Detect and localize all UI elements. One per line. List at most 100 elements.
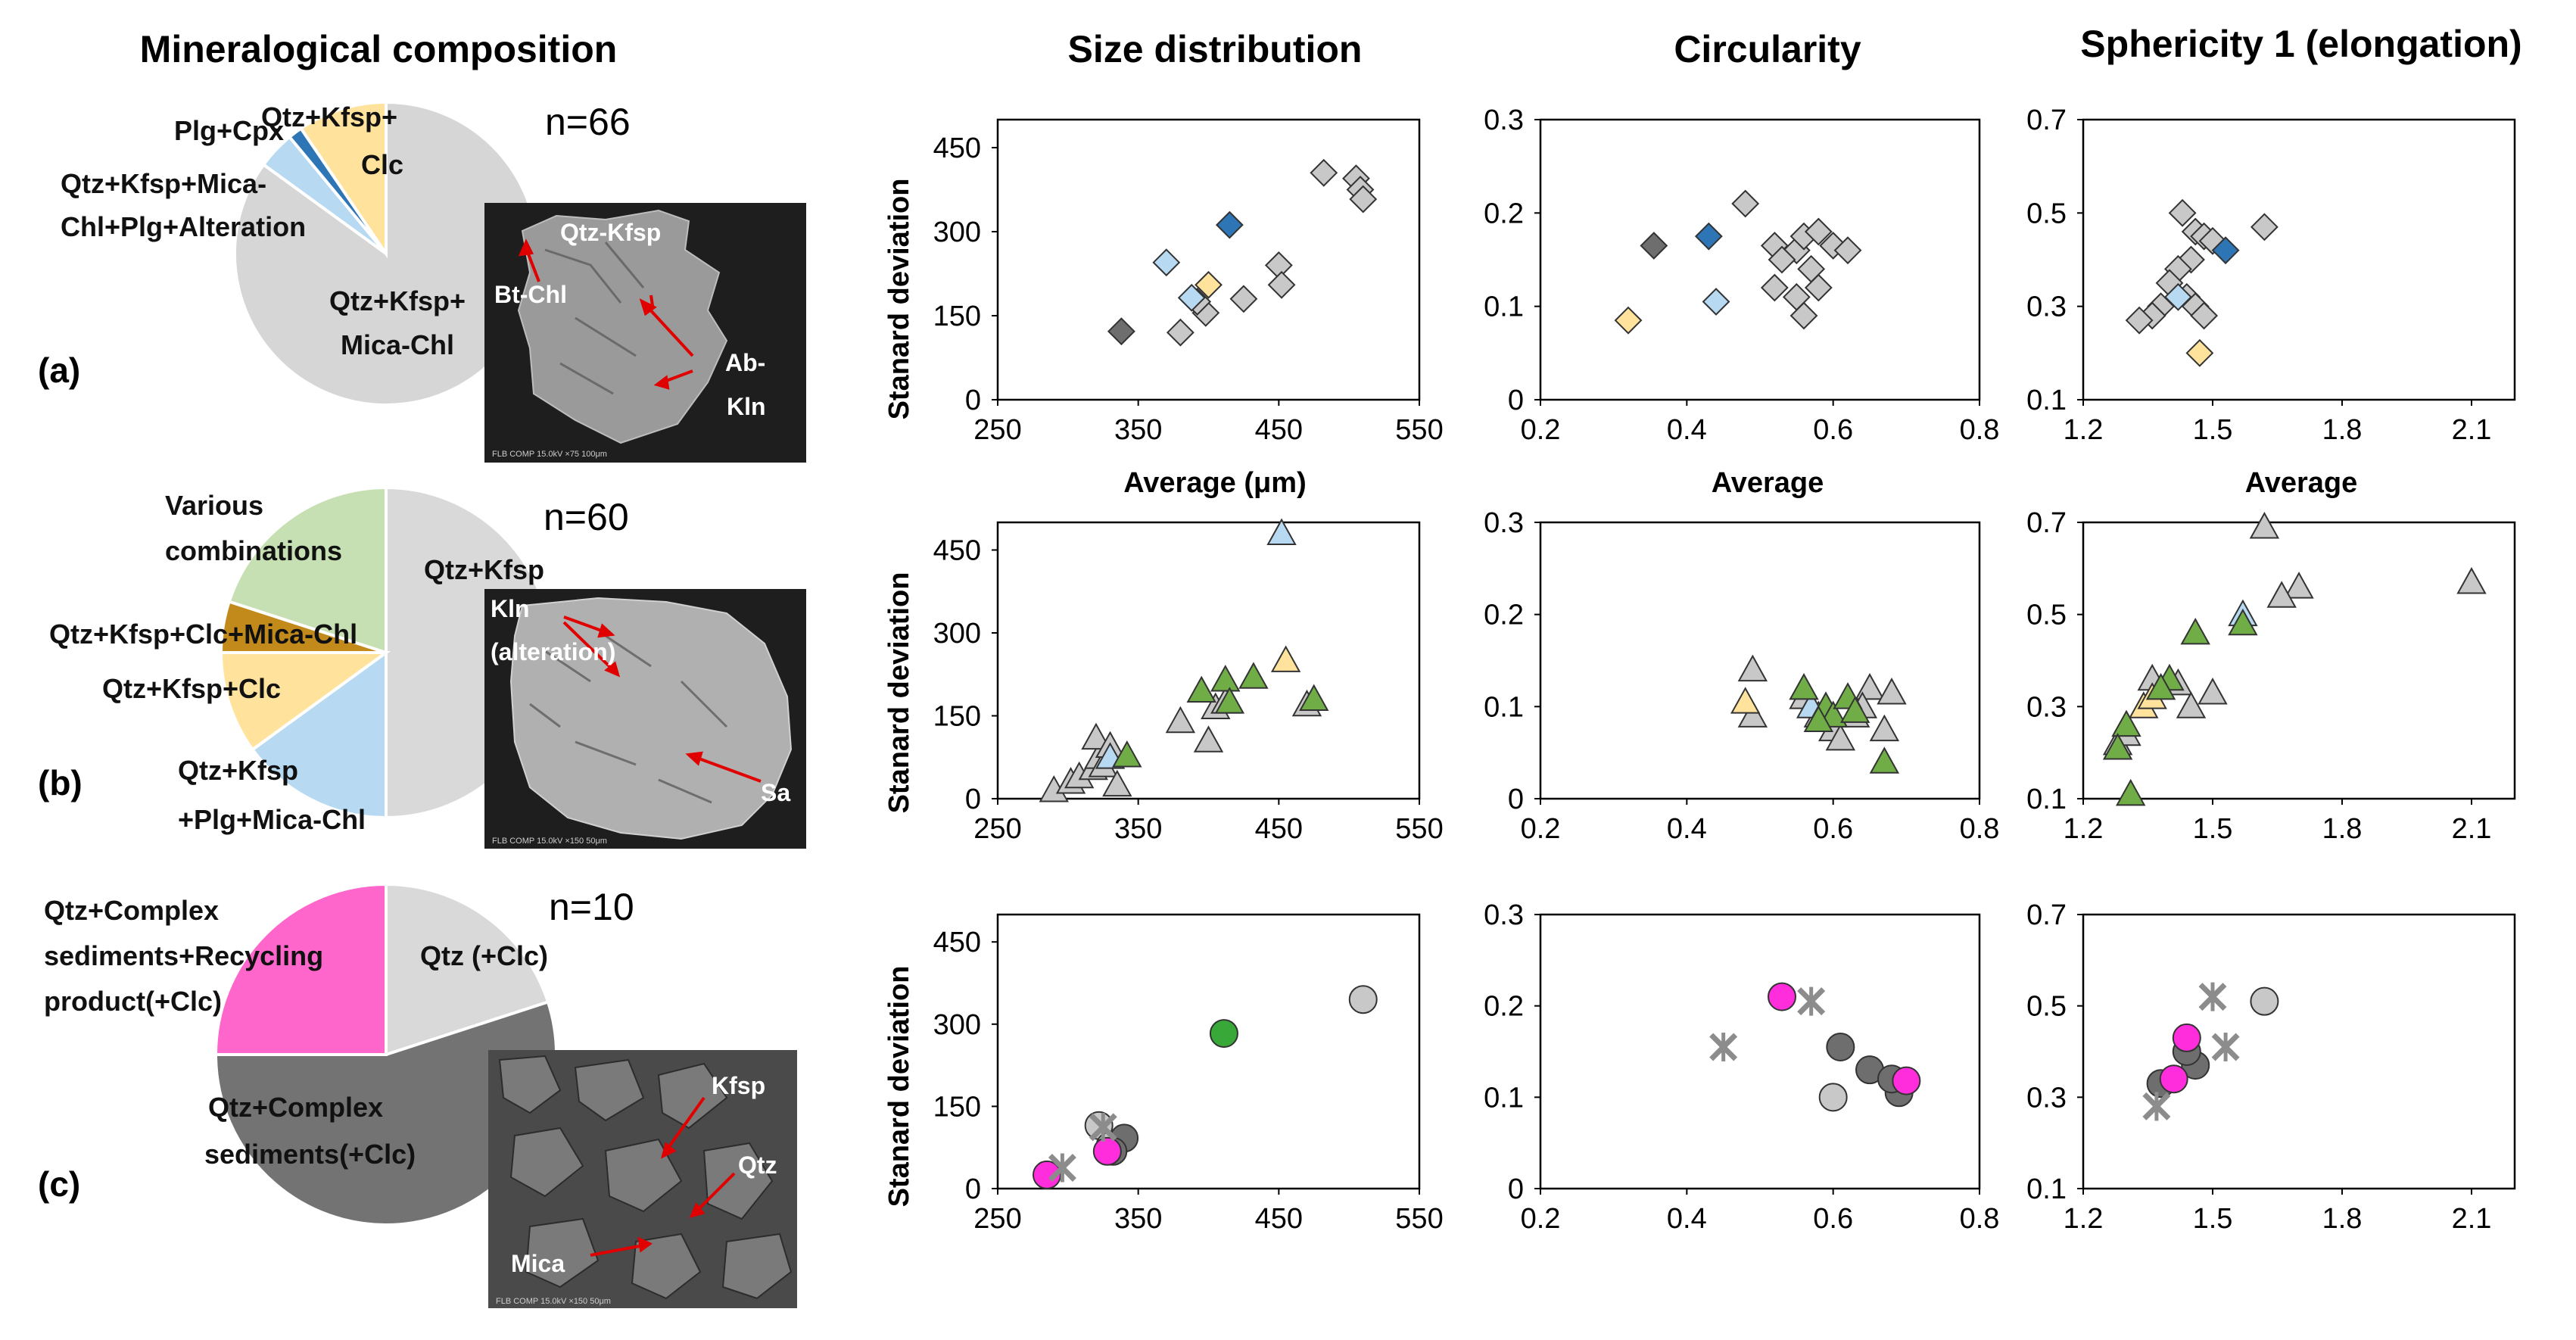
y-tick-label: 0.5 <box>2026 198 2067 229</box>
pie-a-label-3b: Mica-Chl <box>341 329 454 360</box>
x-tick-label: 1.5 <box>2193 1203 2233 1235</box>
pie-b-label-0b: combinations <box>165 535 342 566</box>
data-point-triangle <box>1214 687 1245 714</box>
x-tick-label: 1.8 <box>2322 1203 2363 1235</box>
data-point-diamond <box>1789 301 1818 330</box>
micro-a-label-kln: Kln <box>727 393 766 420</box>
data-point-triangle <box>1102 769 1132 797</box>
x-tick-label: 550 <box>1395 1203 1443 1235</box>
micrograph-c-grains <box>498 1055 793 1300</box>
data-point-triangle <box>2145 672 2176 700</box>
x-tick-label: 1.2 <box>2064 813 2104 845</box>
micrograph-b-arrows <box>562 615 762 783</box>
row-label-a: (a) <box>38 351 80 390</box>
data-point-cross <box>2198 982 2227 1011</box>
x-tick-label: 0.2 <box>1521 813 1561 845</box>
x-tick-label: 1.5 <box>2193 813 2233 845</box>
pie-a-label-2a: Qtz+Kfsp+Mica- <box>61 168 266 199</box>
data-point-diamond <box>1229 285 1258 313</box>
micrograph-b-grain <box>509 597 793 840</box>
y-tick-label: 0.2 <box>1484 198 1524 229</box>
data-point-circle <box>1892 1066 1921 1095</box>
y-tick-label: 150 <box>933 301 981 332</box>
y-tick-label: 0 <box>1508 1173 1524 1205</box>
data-point-circle <box>2250 986 2279 1016</box>
pie-slice <box>250 650 388 820</box>
pie-c-label-0b: sediments+Recycling <box>44 940 323 971</box>
y-tick-label: 0.2 <box>1484 991 1524 1023</box>
data-point-triangle <box>1210 664 1241 692</box>
micro-a-label-ab: Ab- <box>725 349 765 376</box>
plot-frame <box>2082 521 2516 800</box>
data-point-triangle <box>1737 654 1768 682</box>
data-point-triangle <box>1186 675 1216 703</box>
plot-a-sph: 1.2 1.5 1.8 2.1 0.1 0.3 0.5 0.7 <box>2026 104 2516 446</box>
data-point-diamond <box>1215 210 1244 239</box>
x-tick-label: 250 <box>973 813 1021 845</box>
data-point-diamond <box>2185 338 2214 367</box>
row-label-b: (b) <box>38 763 83 802</box>
pie-slice <box>385 882 550 1057</box>
x-tick-label: 350 <box>1114 1203 1162 1235</box>
data-point-triangle <box>1825 723 1856 751</box>
x-tick-label: 2.1 <box>2452 1203 2492 1235</box>
data-point-triangle <box>2284 572 2314 599</box>
y-tick-label: 0.1 <box>2026 1173 2067 1205</box>
data-point-diamond <box>2125 306 2154 335</box>
data-point-triangle <box>2266 581 2297 608</box>
micro-a-label-qtzkfsp: Qtz-Kfsp <box>560 219 661 246</box>
micro-b-footer: FLB COMP 15.0kV ×150 50μm <box>492 837 607 846</box>
n-count-b: n=60 <box>544 496 629 538</box>
micro-c-footer: FLB COMP 15.0kV ×150 50μm <box>496 1297 611 1306</box>
data-point-triangle <box>1730 687 1761 714</box>
y-tick-label: 150 <box>933 1091 981 1123</box>
y-tick-label: 0.2 <box>1484 600 1524 631</box>
x-tick-label: 450 <box>1255 414 1303 446</box>
header-mineral: Mineralogical composition <box>140 28 618 70</box>
y-tick-label: 450 <box>933 535 981 567</box>
data-point-diamond <box>2163 282 2192 311</box>
x-tick-label: 1.5 <box>2193 414 2233 446</box>
micro-a-footer: FLB COMP 15.0kV ×75 100μm <box>492 450 607 459</box>
x-tick-label: 1.2 <box>2064 414 2104 446</box>
data-point-diamond <box>1731 189 1760 218</box>
ylabel-a: Stanard deviation <box>883 179 915 420</box>
y-tick-label: 0.3 <box>1484 104 1524 136</box>
pie-b-label-4a: Qtz+Kfsp <box>178 755 298 786</box>
data-point-triangle <box>2176 691 2207 718</box>
pie-a-label-0b: Clc <box>361 149 403 180</box>
micro-b-label-sa: Sa <box>761 779 790 806</box>
plot-frame <box>1539 913 1981 1190</box>
data-point-cross <box>2211 1032 2240 1061</box>
data-point-cross <box>1797 986 1826 1016</box>
y-tick-label: 0.3 <box>1484 899 1524 931</box>
header-circularity: Circularity <box>1674 28 1861 70</box>
pie-a-label-2b: Chl+Plg+Alteration <box>61 211 306 242</box>
x-tick-label: 350 <box>1114 414 1162 446</box>
x-tick-label: 2.1 <box>2452 813 2492 845</box>
data-point-circle <box>1209 1019 1238 1049</box>
pie-c-label-2a: Qtz+Complex <box>208 1092 383 1123</box>
pie-slice <box>227 485 388 655</box>
data-point-triangle <box>2102 733 2133 760</box>
data-point-triangle <box>1081 722 1111 750</box>
data-point-triangle <box>1789 672 1819 700</box>
pie-a-label-0a: Qtz+Kfsp+ <box>261 101 397 132</box>
header-size: Size distribution <box>1068 28 1363 70</box>
pie-b-label-1: Qtz+Kfsp <box>424 554 544 585</box>
y-tick-label: 0.3 <box>2026 291 2067 323</box>
data-point-triangle <box>2198 678 2228 705</box>
x-tick-label: 2.1 <box>2452 414 2492 446</box>
plot-b-sph: 1.2 1.5 1.8 2.1 0.1 0.3 0.5 0.7 <box>2026 507 2516 845</box>
data-point-diamond <box>1702 288 1730 316</box>
y-tick-label: 0.7 <box>2026 899 2067 931</box>
x-tick-label: 0.4 <box>1667 813 1707 845</box>
data-point-diamond <box>1310 158 1338 187</box>
data-point-cross <box>1089 1112 1117 1142</box>
x-tick-label: 0.2 <box>1521 414 1561 446</box>
data-point-diamond <box>1195 270 1223 299</box>
x-tick-label: 450 <box>1255 813 1303 845</box>
x-tick-label: 350 <box>1114 813 1162 845</box>
data-point-diamond <box>1760 273 1789 302</box>
x-tick-label: 0.6 <box>1813 1203 1853 1235</box>
